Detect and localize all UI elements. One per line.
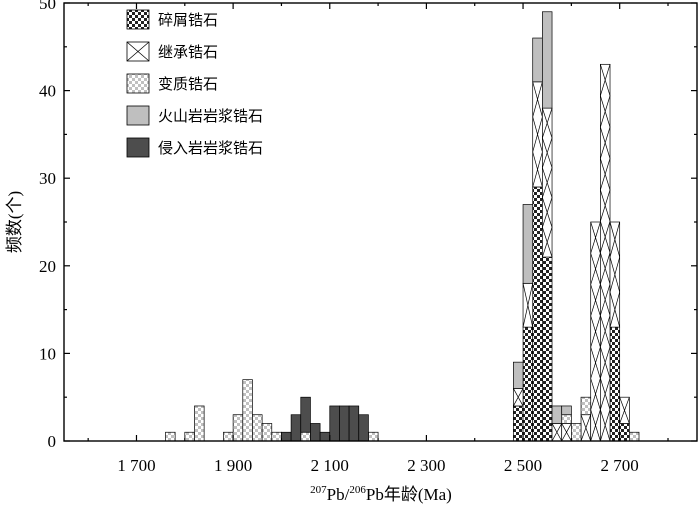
legend-item: 碎屑锆石: [126, 9, 218, 30]
x-tick-label: 2 100: [311, 456, 349, 475]
bar-series3-2560: [551, 405, 563, 424]
bar-series3-2580: [561, 405, 572, 416]
bar-series2-1960: [261, 423, 273, 442]
bar-inherited-2500: [522, 282, 534, 328]
bar-series2-2600: [571, 423, 582, 442]
bar-series2-1760: [165, 431, 176, 442]
legend-item: 继承锆石: [126, 41, 218, 62]
bar-series2-1820: [194, 405, 205, 442]
y-axis-title: 频数(个): [5, 191, 24, 253]
bar-series4-2020: [290, 414, 302, 442]
bar-series0-2700: [619, 423, 630, 442]
legend-swatch: [126, 137, 150, 158]
bar-series2-2720: [629, 431, 640, 442]
legend-label: 侵入岩岩浆锆石: [158, 139, 263, 157]
x-axis-title-mid: Pb/: [327, 485, 350, 504]
x-tick-label: 2 700: [601, 456, 639, 475]
x-tick-label: 1 900: [214, 456, 252, 475]
x-axis-title-sup2: 206: [349, 484, 366, 496]
legend-item: 侵入岩岩浆锆石: [126, 137, 263, 158]
bar-inherited-2540: [542, 107, 553, 258]
bar-series3-2480: [513, 361, 524, 389]
bar-series2-1880: [223, 431, 234, 442]
bar-series4-2100: [329, 405, 340, 442]
bar-series2-1800: [184, 431, 195, 442]
bar-inherited-2560: [551, 423, 563, 442]
bar-inherited-2520: [532, 81, 543, 188]
bar-series4-2000: [281, 431, 292, 442]
bar-series2-2040: [300, 431, 311, 442]
legend-label: 碎屑锆石: [158, 11, 218, 29]
bar-inherited-2640: [590, 221, 601, 442]
bar-inherited-2480: [513, 388, 524, 407]
x-ticks-layer: 1 700 1 900 2 100 2 300 2 500 2 700: [87, 3, 669, 475]
bar-series0-2540: [542, 256, 553, 442]
bar-inherited-2620: [580, 414, 592, 442]
bar-series4-2080: [319, 431, 331, 442]
bar-series2-2180: [368, 431, 379, 442]
bar-inherited-2660: [600, 63, 611, 442]
x-axis-title: 207Pb/206Pb年龄(Ma): [310, 484, 452, 504]
bar-series3-2500: [522, 204, 534, 284]
bar-series0-2480: [513, 405, 524, 442]
bar-inherited-2680: [609, 221, 621, 328]
legend-swatch: [126, 105, 150, 126]
bar-series0-2500: [522, 326, 534, 442]
y-tick-label: 20: [39, 257, 56, 276]
x-tick-label: 2 300: [407, 456, 445, 475]
legend-item: 火山岩岩浆锆石: [126, 105, 263, 126]
y-tick-label: 30: [39, 169, 56, 188]
bar-inherited-2580: [561, 423, 572, 442]
bar-series2-2620: [580, 396, 592, 416]
x-axis-title-suffix: Pb年龄(Ma): [366, 485, 452, 504]
bars-layer: [165, 11, 640, 442]
bar-series3-2540: [542, 11, 553, 109]
legend-swatch: [126, 9, 150, 30]
bar-series2-1920: [242, 379, 253, 442]
y-tick-label: 50: [39, 0, 56, 13]
y-tick-label: 10: [39, 344, 56, 363]
legend-swatch: [126, 73, 150, 94]
bar-series2-1900: [232, 414, 244, 442]
bar-series4-2060: [310, 423, 321, 442]
bar-series2-2580: [561, 414, 572, 424]
y-tick-label: 0: [48, 432, 57, 451]
bar-series4-2040: [300, 396, 311, 433]
bar-series3-2520: [532, 37, 543, 83]
bar-inherited-2700: [619, 396, 630, 424]
bar-series4-2160: [358, 414, 369, 442]
bar-series4-2140: [348, 405, 360, 442]
legend-item: 变质锆石: [126, 73, 218, 94]
legend-label: 继承锆石: [158, 43, 218, 61]
bar-series0-2520: [532, 186, 543, 442]
x-tick-label: 1 700: [117, 456, 155, 475]
legend-label: 火山岩岩浆锆石: [158, 107, 263, 125]
y-ticks-layer: 0 10 20 30 40 50: [39, 0, 697, 451]
bar-series4-2120: [339, 405, 350, 442]
bar-series0-2680: [609, 326, 621, 442]
x-axis-title-sup1: 207: [310, 484, 327, 496]
bar-series2-1980: [271, 431, 282, 442]
legend-label: 变质锆石: [158, 75, 218, 93]
x-tick-label: 2 500: [504, 456, 542, 475]
y-tick-label: 40: [39, 82, 56, 101]
bar-series2-1940: [252, 414, 263, 442]
